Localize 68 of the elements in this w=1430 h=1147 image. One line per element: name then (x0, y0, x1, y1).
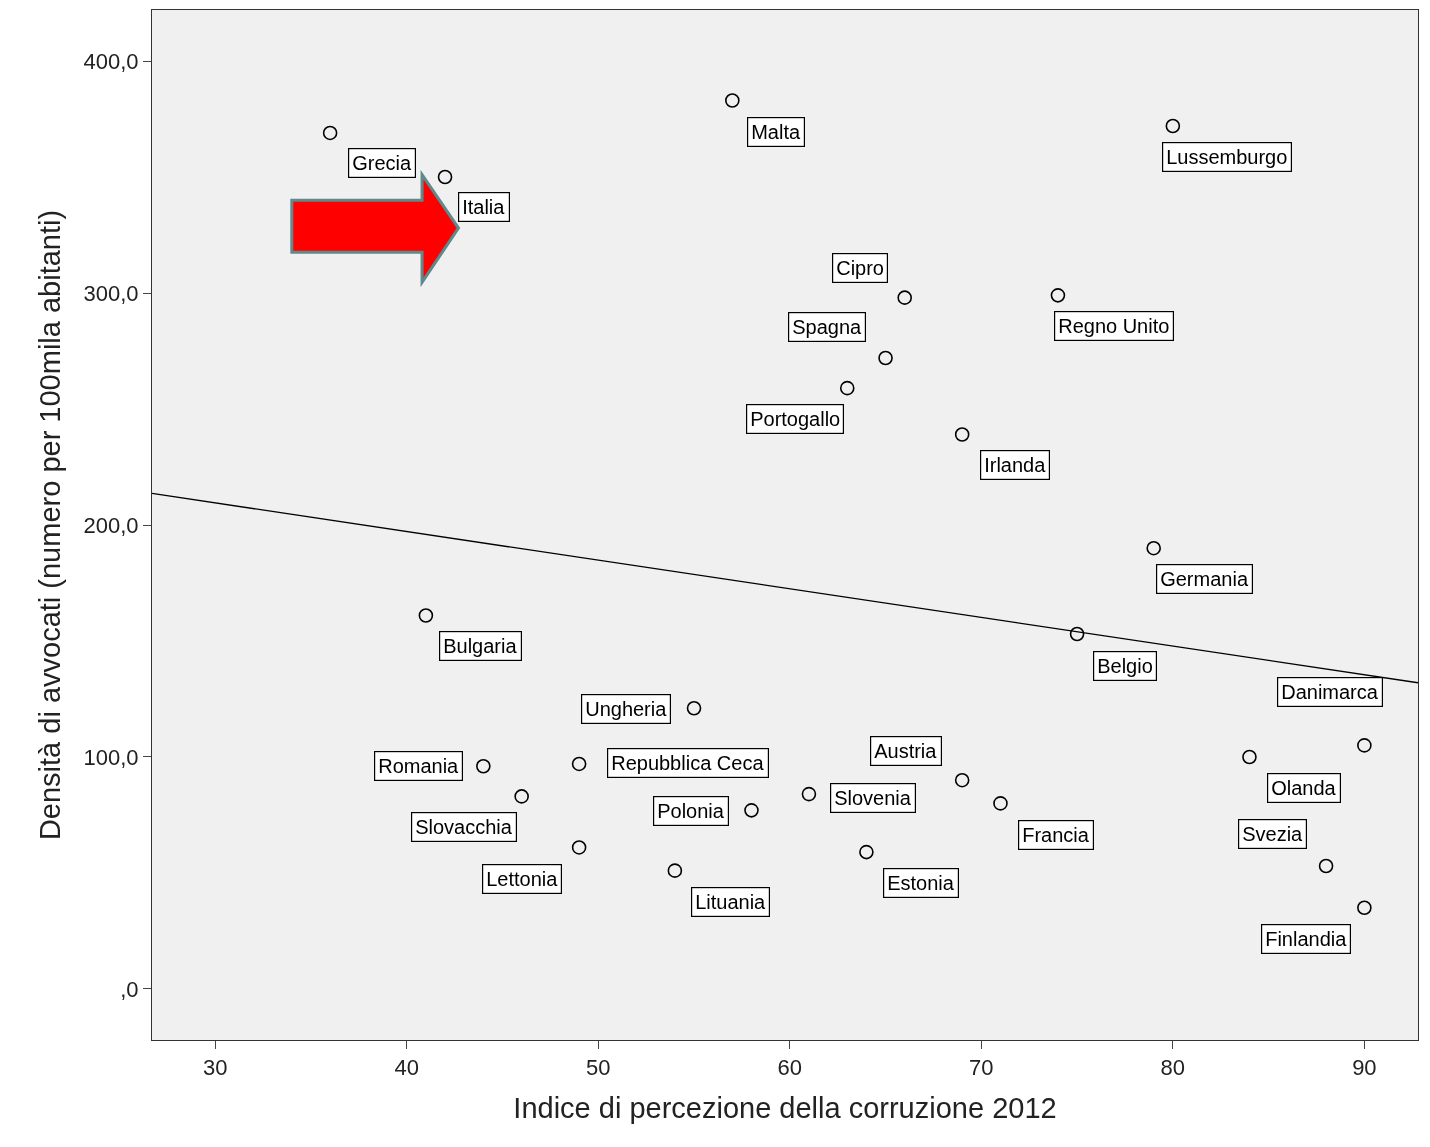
point (801, 786, 817, 802)
annotation: Francia (1022, 824, 1090, 847)
annotation: Polonia (657, 800, 725, 823)
annotation: Irlanda (984, 454, 1047, 477)
annotation: Lettonia (486, 868, 559, 891)
point (571, 756, 587, 772)
annotation: Romania (378, 755, 460, 778)
annotation: Finlandia (1265, 928, 1348, 951)
point (859, 844, 874, 860)
x-axis-title: Indice di percezione della corruzione 2012 (513, 1092, 1057, 1125)
annotation: Repubblica Ceca (611, 752, 765, 775)
point (1050, 288, 1066, 303)
point (744, 803, 759, 818)
point (993, 796, 1008, 811)
annotation: Svezia (1242, 823, 1304, 846)
annotation: Spagna (792, 316, 863, 339)
point (1318, 858, 1334, 874)
x-tick-label: 60 (777, 1055, 803, 1081)
y-tick-label: 100,0 (83, 744, 139, 770)
annotation: Lussemburgo (1166, 146, 1288, 169)
x-tick-label: 30 (202, 1055, 228, 1081)
point (1165, 118, 1181, 134)
point (514, 789, 529, 804)
point (1069, 626, 1085, 642)
point (322, 125, 338, 141)
annotation: Regno Unito (1058, 315, 1170, 338)
x-tick-label: 70 (969, 1055, 994, 1081)
point (667, 863, 683, 878)
annotation: Slovacchia (415, 816, 513, 839)
annotation: Olanda (1271, 777, 1337, 800)
point (418, 608, 434, 623)
annotation: Slovenia (834, 787, 912, 810)
annotation: Austria (874, 740, 938, 763)
annotation: Italia (462, 196, 506, 219)
x-tick-label: 90 (1352, 1055, 1377, 1081)
annotation: Germania (1160, 568, 1249, 591)
point (476, 758, 491, 774)
point (1357, 900, 1372, 916)
y-tick-label: 200,0 (83, 512, 139, 538)
point (1146, 540, 1161, 556)
annotation: Portogallo (750, 408, 841, 431)
point (1357, 738, 1372, 753)
point (571, 840, 587, 855)
point (686, 700, 702, 716)
point (954, 772, 970, 788)
annotation: Bulgaria (443, 635, 518, 658)
point (954, 427, 970, 442)
y-tick-label: ,0 (120, 976, 139, 1002)
y-tick-label: 400,0 (83, 48, 139, 74)
annotation: Estonia (887, 872, 955, 895)
annotation: Grecia (352, 152, 412, 175)
point (897, 290, 912, 305)
point (1242, 749, 1257, 765)
y-tick-label: 300,0 (83, 280, 139, 306)
annotation: Ungheria (585, 698, 668, 721)
point (878, 350, 893, 366)
annotation: Cipro (836, 257, 884, 280)
annotation: Danimarca (1281, 681, 1379, 704)
x-tick-label: 50 (586, 1055, 611, 1081)
point (839, 380, 855, 396)
y-axis-title: Densità di avvocati (numero per 100mila abitanti) (33, 209, 66, 841)
point (437, 169, 453, 185)
annotation: Malta (751, 121, 801, 144)
annotation: Lituania (695, 891, 767, 914)
x-tick-label: 80 (1160, 1055, 1186, 1081)
annotation: Belgio (1097, 655, 1153, 678)
point (725, 93, 740, 108)
x-tick-label: 40 (394, 1055, 419, 1081)
